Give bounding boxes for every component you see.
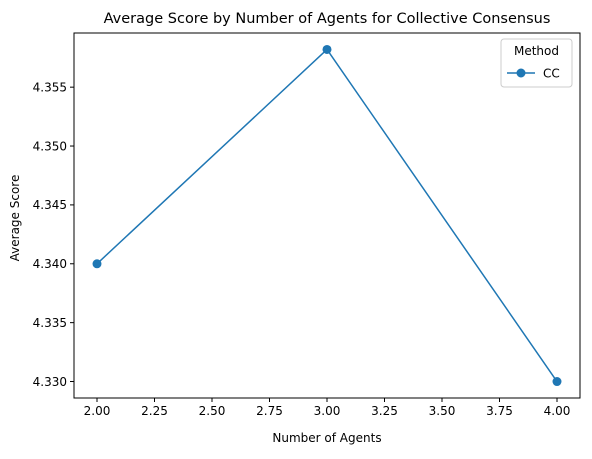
x-axis-label: Number of Agents — [272, 431, 381, 445]
legend-label: CC — [543, 66, 560, 80]
y-axis-label: Average Score — [8, 175, 22, 262]
x-tick-label: 3.75 — [486, 404, 513, 418]
y-tick-label: 4.355 — [33, 80, 67, 94]
x-tick-label: 3.00 — [314, 404, 341, 418]
data-point — [322, 44, 332, 54]
x-tick-label: 2.25 — [141, 404, 168, 418]
data-point — [92, 259, 102, 269]
chart-title: Average Score by Number of Agents for Co… — [104, 11, 551, 27]
x-tick-label: 3.25 — [371, 404, 398, 418]
y-tick-label: 4.345 — [33, 198, 67, 212]
x-tick-label: 2.75 — [256, 404, 283, 418]
y-tick-label: 4.340 — [33, 257, 67, 271]
legend-title: Method — [514, 44, 559, 58]
data-point — [552, 377, 562, 387]
legend-marker — [516, 68, 526, 78]
x-tick-label: 4.00 — [544, 404, 571, 418]
y-tick-label: 4.330 — [33, 375, 67, 389]
y-tick-label: 4.335 — [33, 316, 67, 330]
x-tick-label: 2.50 — [199, 404, 226, 418]
y-tick-label: 4.350 — [33, 139, 67, 153]
x-tick-label: 3.50 — [429, 404, 456, 418]
x-tick-label: 2.00 — [84, 404, 111, 418]
